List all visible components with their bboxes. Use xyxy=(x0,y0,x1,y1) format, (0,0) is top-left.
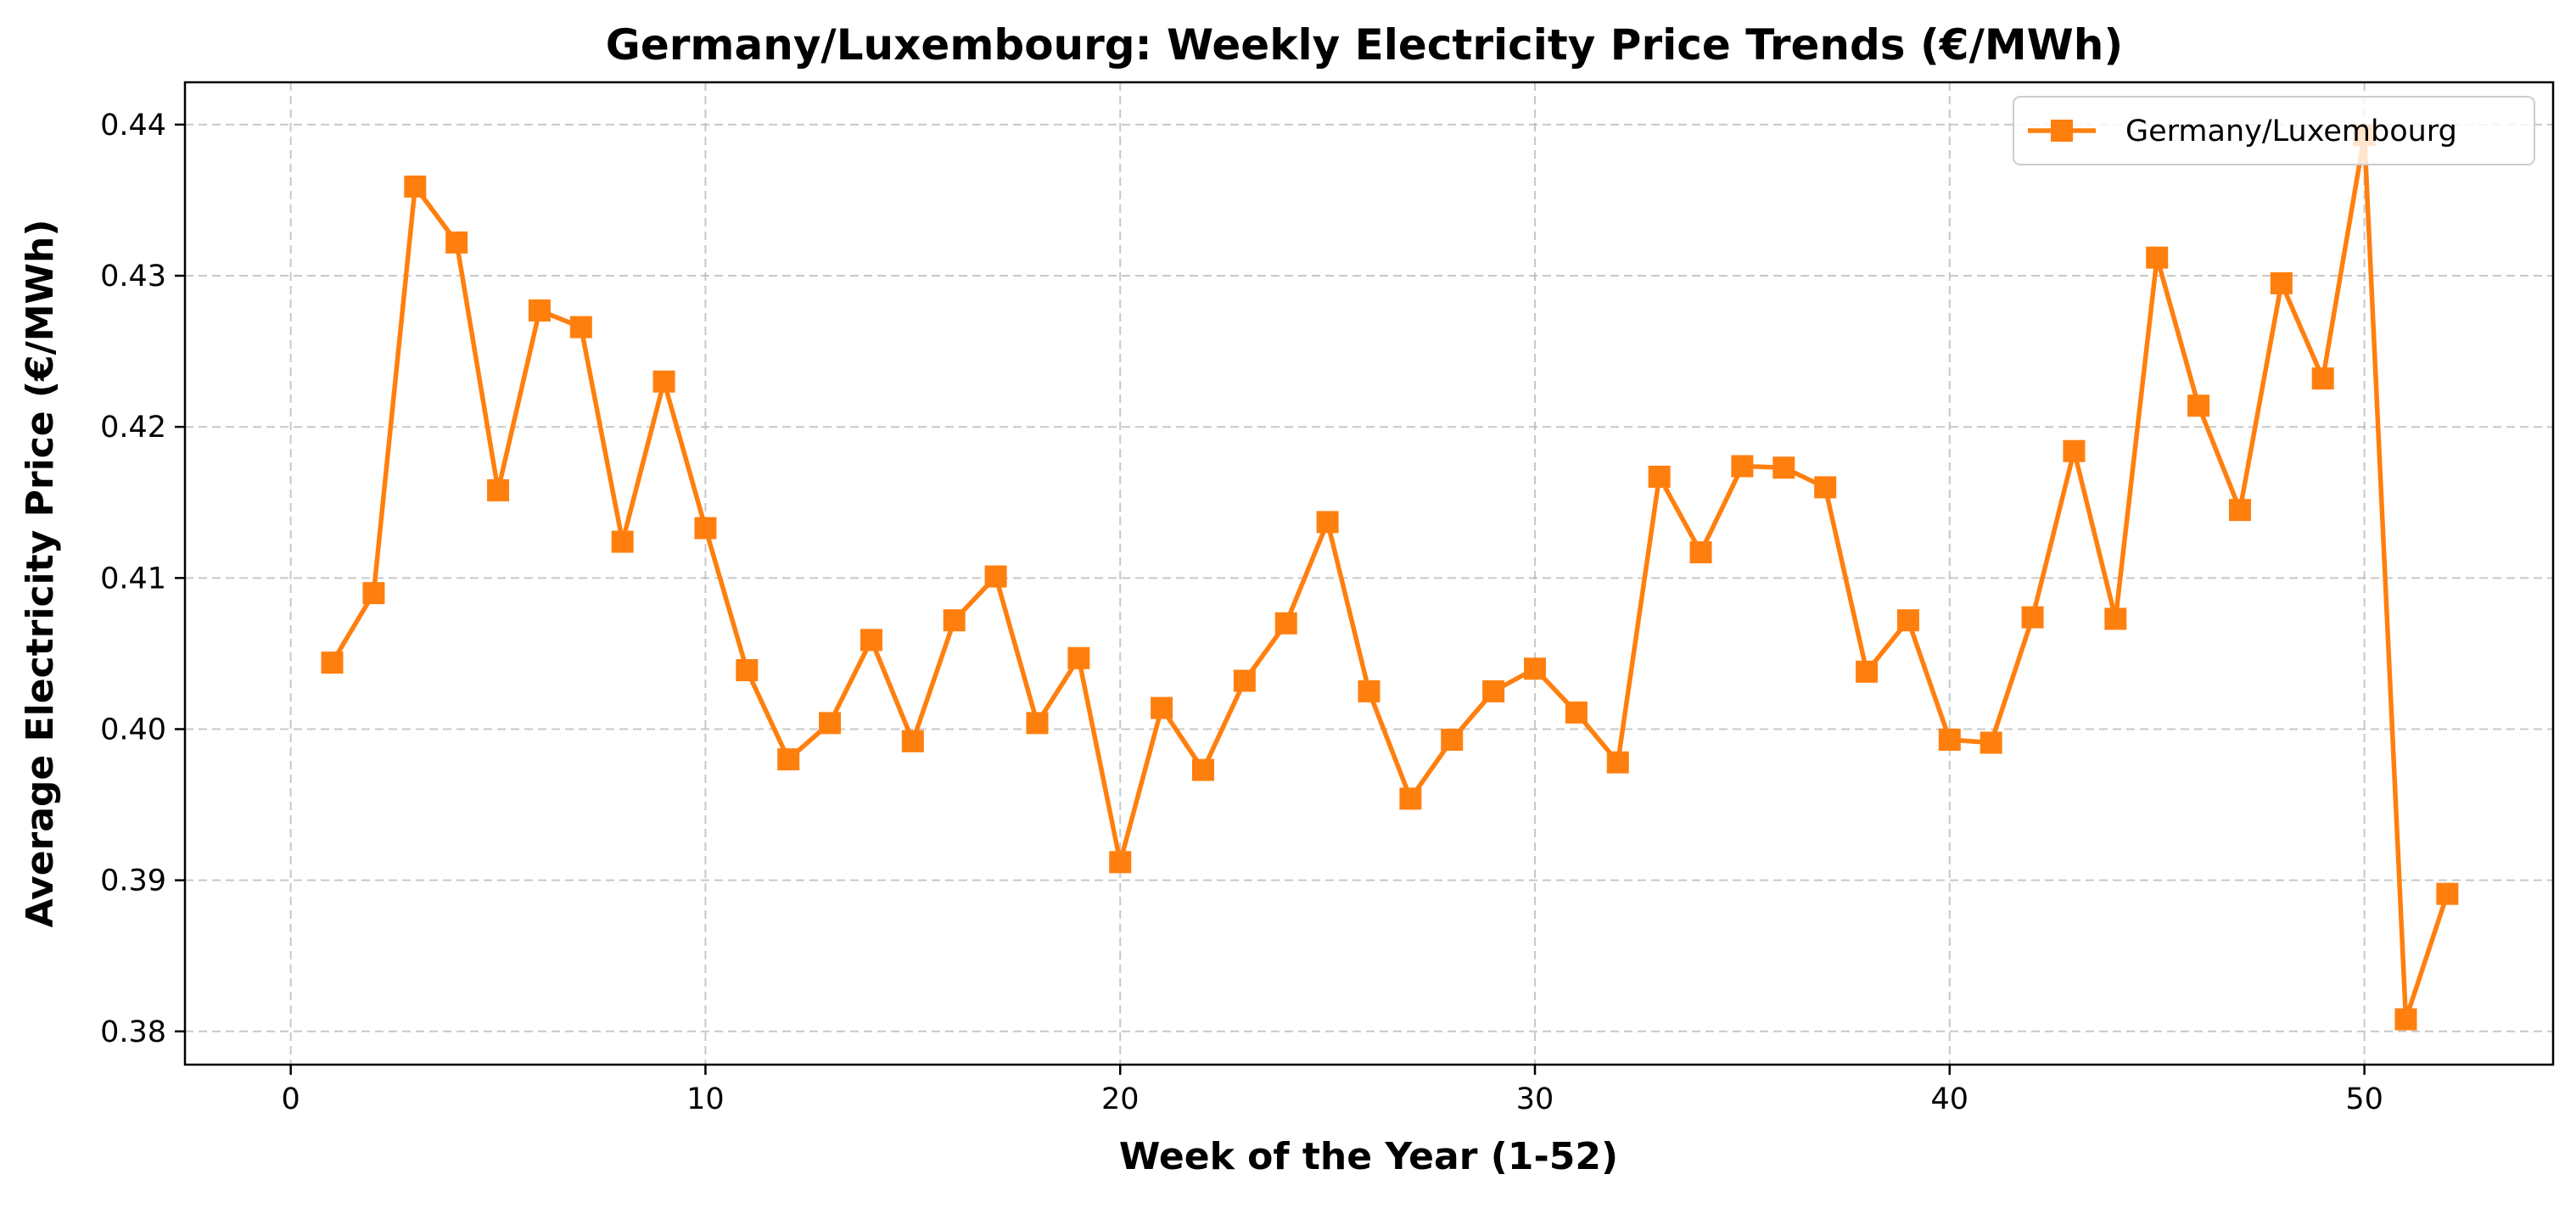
data-point-marker xyxy=(2104,607,2127,630)
data-point-marker xyxy=(1358,680,1380,702)
data-point-marker xyxy=(1109,851,1132,874)
series-line xyxy=(329,132,2450,1022)
data-point-marker xyxy=(901,730,924,752)
data-point-marker xyxy=(1648,465,1671,488)
data-point-marker xyxy=(2436,882,2459,905)
data-point-marker xyxy=(1067,646,1090,669)
y-tick-label: 0.43 xyxy=(100,260,166,294)
data-point-marker xyxy=(1896,609,1919,632)
data-point-marker xyxy=(1814,476,1837,499)
data-point-marker xyxy=(777,748,800,771)
y-axis-label: Average Electricity Price (€/MWh) xyxy=(19,220,62,928)
data-point-marker xyxy=(1856,660,1879,683)
x-axis: 0 10 20 30 40 50 xyxy=(282,1065,2383,1116)
grid xyxy=(185,82,2553,1065)
data-point-marker xyxy=(694,517,717,540)
legend-box xyxy=(2013,96,2535,165)
data-point-marker xyxy=(1689,541,1712,564)
data-point-marker xyxy=(2311,367,2334,390)
x-tick-label: 30 xyxy=(1516,1082,1554,1116)
data-point-marker xyxy=(2063,439,2086,462)
y-tick-label: 0.38 xyxy=(100,1015,166,1049)
data-point-marker xyxy=(321,652,344,674)
data-point-marker xyxy=(1274,612,1297,635)
data-point-marker xyxy=(860,629,882,652)
data-point-marker xyxy=(528,299,551,322)
series-layer xyxy=(321,124,2459,1031)
y-tick-label: 0.39 xyxy=(100,864,166,898)
plot-frame xyxy=(183,81,2555,1066)
legend-marker-swatch xyxy=(2051,120,2073,142)
data-point-marker xyxy=(2021,606,2044,629)
data-point-marker xyxy=(2394,1008,2417,1031)
data-point-marker xyxy=(2146,246,2169,269)
data-point-marker xyxy=(362,582,385,605)
x-tick-label: 10 xyxy=(686,1082,725,1116)
data-point-marker xyxy=(569,316,592,338)
y-tick-label: 0.41 xyxy=(100,562,166,596)
legend-label: Germany/Luxembourg xyxy=(2125,115,2457,148)
data-point-marker xyxy=(1316,511,1339,534)
data-point-marker xyxy=(1233,669,1256,692)
data-point-marker xyxy=(1026,712,1049,735)
data-point-marker xyxy=(611,530,634,553)
data-point-marker xyxy=(1441,728,1464,751)
data-point-marker xyxy=(736,659,759,682)
data-point-marker xyxy=(404,175,427,198)
data-point-marker xyxy=(984,565,1007,588)
data-point-marker xyxy=(1980,731,2002,754)
data-point-marker xyxy=(819,712,842,735)
y-axis: 0.38 0.39 0.40 0.41 0.42 0.43 0.44 xyxy=(100,109,185,1049)
data-point-marker xyxy=(1606,751,1629,774)
x-axis-label: Week of the Year (1-52) xyxy=(1119,1135,1618,1178)
data-point-marker xyxy=(2270,271,2293,294)
data-point-marker xyxy=(652,370,675,393)
y-tick-label: 0.44 xyxy=(100,109,166,143)
y-tick-label: 0.40 xyxy=(100,713,166,747)
data-point-marker xyxy=(1731,455,1754,478)
data-point-marker xyxy=(2187,394,2210,417)
data-point-marker xyxy=(1565,701,1588,724)
x-tick-label: 50 xyxy=(2345,1082,2383,1116)
data-point-marker xyxy=(1399,787,1422,810)
data-point-marker xyxy=(1151,696,1173,719)
x-tick-label: 40 xyxy=(1931,1082,1969,1116)
chart-title: Germany/Luxembourg: Weekly Electricity P… xyxy=(606,20,2123,70)
x-tick-label: 20 xyxy=(1101,1082,1140,1116)
legend: Germany/Luxembourg xyxy=(2013,96,2535,165)
data-point-marker xyxy=(1524,657,1547,680)
x-tick-label: 0 xyxy=(282,1082,300,1116)
data-point-marker xyxy=(943,609,966,632)
data-point-marker xyxy=(2228,499,2251,522)
data-point-marker xyxy=(487,479,510,502)
data-point-marker xyxy=(1938,728,1961,751)
y-tick-label: 0.42 xyxy=(100,411,166,445)
data-point-marker xyxy=(1191,758,1214,781)
data-point-marker xyxy=(1482,680,1505,702)
data-point-marker xyxy=(1772,456,1795,479)
data-point-marker xyxy=(445,231,468,254)
